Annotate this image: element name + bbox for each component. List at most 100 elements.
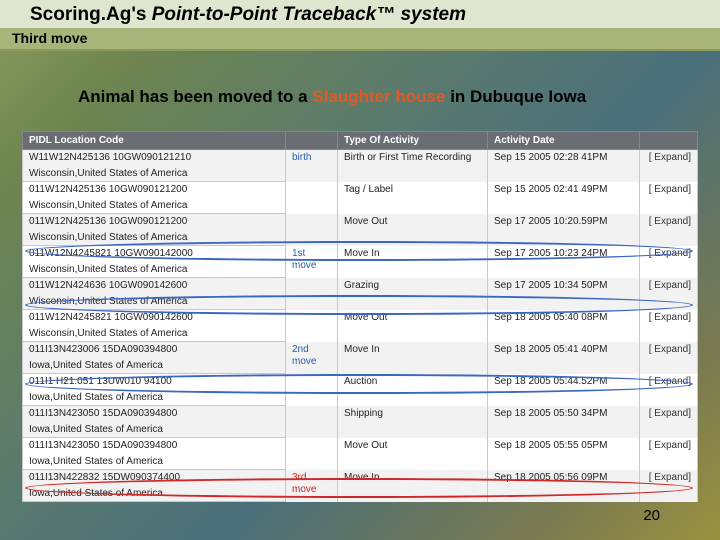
- cell-type: Tag / Label: [338, 182, 488, 214]
- cell-code: 011W12N425136 10GW090121200: [23, 182, 286, 198]
- cell-date: Sep 15 2005 02:28 41PM: [488, 150, 640, 182]
- expand-link[interactable]: [ Expand]: [649, 344, 691, 355]
- cell-location: Iowa,United States of America: [23, 358, 286, 374]
- cell-code: 011W12N4245821 10GW090142000: [23, 246, 286, 262]
- table-row: 011W12N4245821 10GW090142600Move OutSep …: [23, 310, 698, 326]
- cell-move: 3rd move: [286, 470, 338, 502]
- cell-date: Sep 18 2005 05:56 09PM: [488, 470, 640, 502]
- cell-type: Move Out: [338, 310, 488, 342]
- cell-expand[interactable]: [ Expand]: [640, 246, 698, 278]
- cell-move: 1st move: [286, 246, 338, 278]
- header-type: Type Of Activity: [338, 132, 488, 150]
- cell-expand[interactable]: [ Expand]: [640, 438, 698, 470]
- cell-date: Sep 17 2005 10:20.59PM: [488, 214, 640, 246]
- cell-type: Move Out: [338, 438, 488, 470]
- subtitle-bar: Third move: [0, 28, 720, 51]
- page-number: 20: [643, 507, 660, 524]
- cell-code: 011I13N423050 15DA090394800: [23, 438, 286, 454]
- expand-link[interactable]: [ Expand]: [649, 152, 691, 163]
- cell-code: 011W12N424636 10GW090142600: [23, 278, 286, 294]
- cell-expand[interactable]: [ Expand]: [640, 342, 698, 374]
- header-location: PIDL Location Code: [23, 132, 286, 150]
- cell-code: 011I13N423006 15DA090394800: [23, 342, 286, 358]
- cell-expand[interactable]: [ Expand]: [640, 278, 698, 310]
- cell-date: Sep 17 2005 10:23 24PM: [488, 246, 640, 278]
- cell-move: [286, 278, 338, 310]
- cell-type: Grazing: [338, 278, 488, 310]
- cell-location: Iowa,United States of America: [23, 454, 286, 470]
- move-label: 3rd move: [292, 472, 316, 496]
- expand-link[interactable]: [ Expand]: [649, 376, 691, 387]
- cell-code: 011I13N423050 15DA090394800: [23, 406, 286, 422]
- header-expand: [640, 132, 698, 150]
- table-row: 011W12N424636 10GW090142600GrazingSep 17…: [23, 278, 698, 294]
- cell-expand[interactable]: [ Expand]: [640, 470, 698, 502]
- cell-expand[interactable]: [ Expand]: [640, 214, 698, 246]
- cell-date: Sep 18 2005 05:50 34PM: [488, 406, 640, 438]
- expand-link[interactable]: [ Expand]: [649, 440, 691, 451]
- cell-type: Auction: [338, 374, 488, 406]
- table-row: 011W12N4245821 10GW0901420001st moveMove…: [23, 246, 698, 262]
- cell-location: Wisconsin,United States of America: [23, 230, 286, 246]
- expand-link[interactable]: [ Expand]: [649, 472, 691, 483]
- expand-link[interactable]: [ Expand]: [649, 216, 691, 227]
- cell-move: [286, 374, 338, 406]
- cell-expand[interactable]: [ Expand]: [640, 150, 698, 182]
- cell-date: Sep 15 2005 02:41 49PM: [488, 182, 640, 214]
- header-move: [286, 132, 338, 150]
- cell-expand[interactable]: [ Expand]: [640, 182, 698, 214]
- table-row: 011I1 H21.051 13UW010 94100AuctionSep 18…: [23, 374, 698, 390]
- cell-move: 2nd move: [286, 342, 338, 374]
- table-row: 011I13N423050 15DA090394800ShippingSep 1…: [23, 406, 698, 422]
- expand-link[interactable]: [ Expand]: [649, 312, 691, 323]
- cell-date: Sep 17 2005 10:34 50PM: [488, 278, 640, 310]
- cell-move: [286, 310, 338, 342]
- header-date: Activity Date: [488, 132, 640, 150]
- cell-type: Move In: [338, 246, 488, 278]
- cell-date: Sep 18 2005 05:55 05PM: [488, 438, 640, 470]
- expand-link[interactable]: [ Expand]: [649, 408, 691, 419]
- move-label: birth: [292, 152, 311, 163]
- cell-code: W11W12N425136 10GW090121210: [23, 150, 286, 166]
- intro-before: Animal has been moved to a: [78, 87, 312, 106]
- expand-link[interactable]: [ Expand]: [649, 184, 691, 195]
- cell-type: Move In: [338, 470, 488, 502]
- cell-move: [286, 214, 338, 246]
- table-row: 011I13N423006 15DA0903948002nd moveMove …: [23, 342, 698, 358]
- cell-location: Wisconsin,United States of America: [23, 294, 286, 310]
- table-row: 011I13N422832 15DW0903744003rd moveMove …: [23, 470, 698, 486]
- table-row: 011W12N425136 10GW090121200Tag / LabelSe…: [23, 182, 698, 198]
- cell-code: 011I13N422832 15DW090374400: [23, 470, 286, 486]
- cell-expand[interactable]: [ Expand]: [640, 374, 698, 406]
- title-brand: Scoring.Ag's: [30, 4, 152, 25]
- cell-date: Sep 18 2005 05:41 40PM: [488, 342, 640, 374]
- intro-text: Animal has been moved to a Slaughter hou…: [78, 87, 660, 107]
- move-label: 1st move: [292, 248, 316, 272]
- cell-location: Wisconsin,United States of America: [23, 326, 286, 342]
- cell-expand[interactable]: [ Expand]: [640, 406, 698, 438]
- table-row: 011I13N423050 15DA090394800Move OutSep 1…: [23, 438, 698, 454]
- title-bar: Scoring.Ag's Point-to-Point Traceback™ s…: [0, 0, 720, 28]
- cell-move: [286, 182, 338, 214]
- cell-date: Sep 18 2005 05:44.52PM: [488, 374, 640, 406]
- table-row: W11W12N425136 10GW090121210birthBirth or…: [23, 150, 698, 166]
- cell-type: Birth or First Time Recording: [338, 150, 488, 182]
- intro-highlight: Slaughter house: [312, 87, 445, 106]
- intro-after: in Dubuque Iowa: [445, 87, 586, 106]
- expand-link[interactable]: [ Expand]: [649, 280, 691, 291]
- cell-move: birth: [286, 150, 338, 182]
- cell-type: Move In: [338, 342, 488, 374]
- cell-location: Iowa,United States of America: [23, 390, 286, 406]
- cell-move: [286, 438, 338, 470]
- cell-location: Wisconsin,United States of America: [23, 262, 286, 278]
- cell-location: Iowa,United States of America: [23, 422, 286, 438]
- cell-location: Wisconsin,United States of America: [23, 198, 286, 214]
- table-header-row: PIDL Location Code Type Of Activity Acti…: [23, 132, 698, 150]
- cell-date: Sep 18 2005 05:40 08PM: [488, 310, 640, 342]
- cell-code: 011W12N425136 10GW090121200: [23, 214, 286, 230]
- cell-expand[interactable]: [ Expand]: [640, 310, 698, 342]
- expand-link[interactable]: [ Expand]: [649, 248, 691, 259]
- cell-type: Move Out: [338, 214, 488, 246]
- cell-location: Iowa,United States of America: [23, 486, 286, 502]
- title-product: Point-to-Point Traceback™ system: [152, 4, 466, 25]
